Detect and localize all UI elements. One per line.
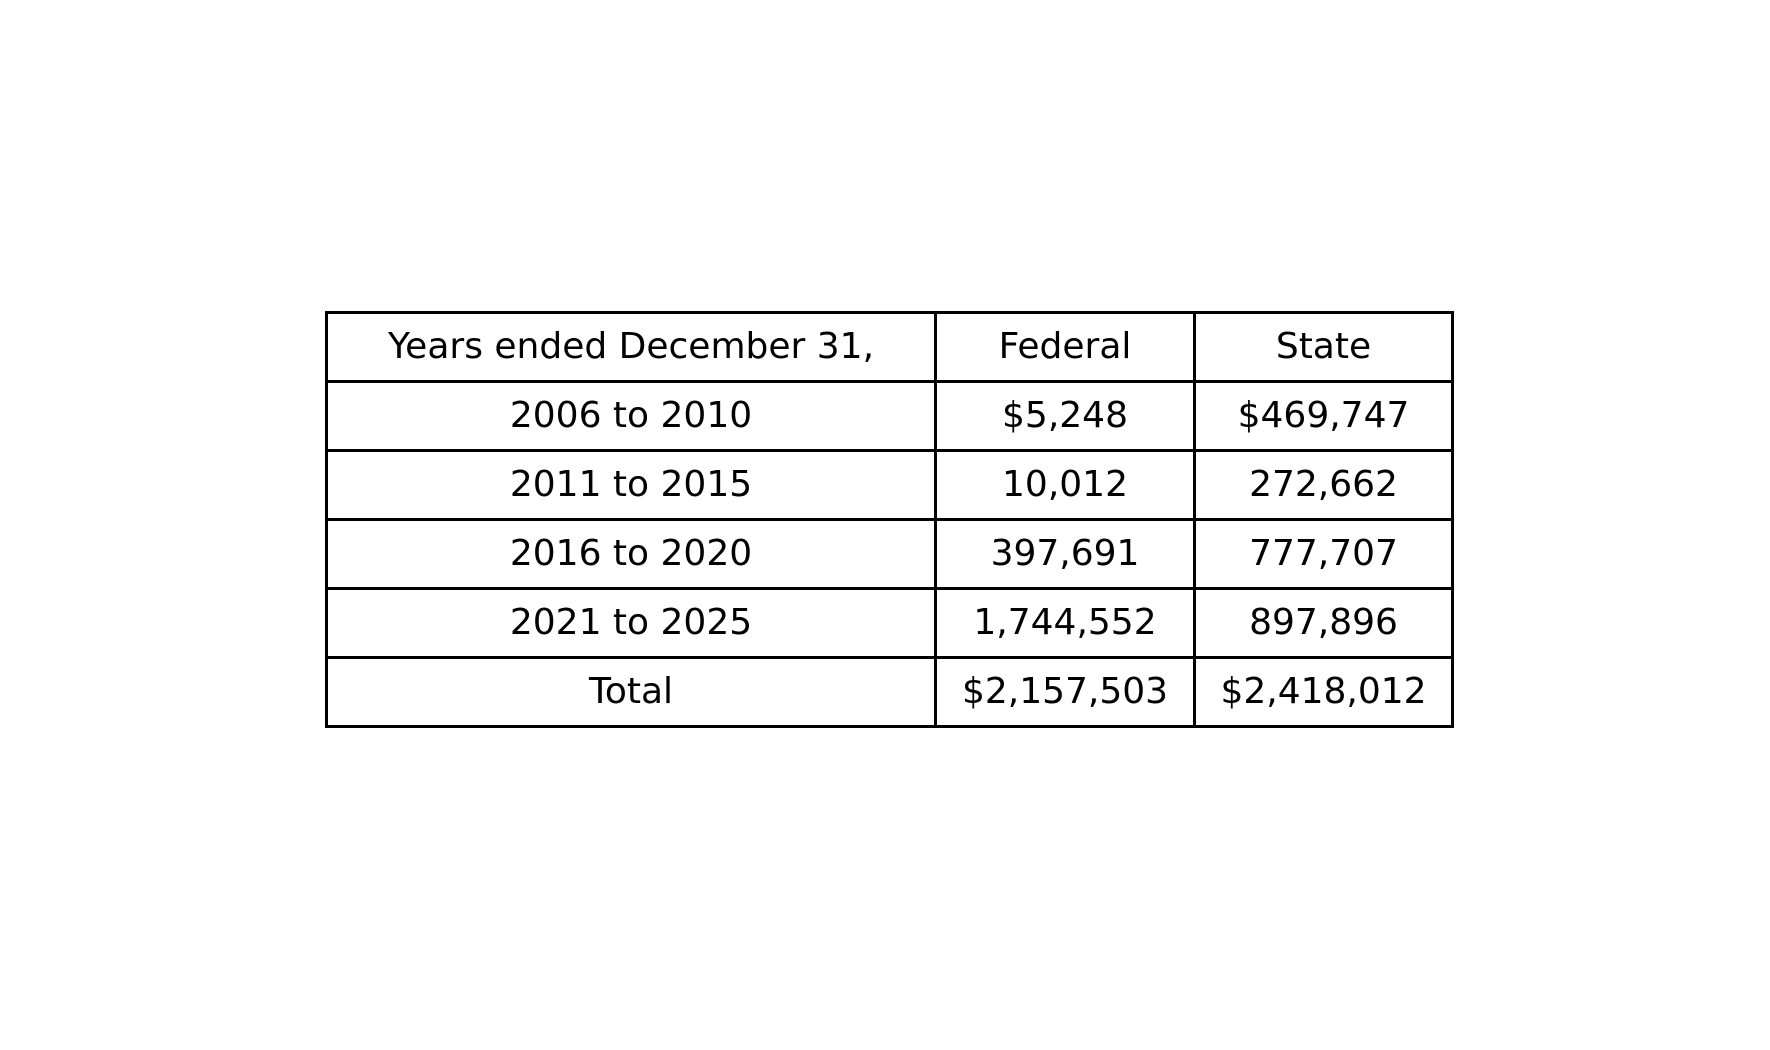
cell-total-federal: $2,157,503 <box>934 656 1196 728</box>
cell-period: 2011 to 2015 <box>325 449 937 521</box>
table-row: 2016 to 2020 397,691 777,707 <box>325 518 1454 590</box>
header-years: Years ended December 31, <box>325 311 937 383</box>
data-table-container: Years ended December 31, Federal State 2… <box>325 311 1454 728</box>
cell-total-state: $2,418,012 <box>1193 656 1454 728</box>
data-table: Years ended December 31, Federal State 2… <box>325 311 1454 728</box>
cell-federal: $5,248 <box>934 380 1196 452</box>
cell-state: $469,747 <box>1193 380 1454 452</box>
cell-period: 2016 to 2020 <box>325 518 937 590</box>
cell-total-label: Total <box>325 656 937 728</box>
header-state: State <box>1193 311 1454 383</box>
table-row: 2006 to 2010 $5,248 $469,747 <box>325 380 1454 452</box>
table-header-row: Years ended December 31, Federal State <box>325 311 1454 383</box>
cell-federal: 10,012 <box>934 449 1196 521</box>
cell-federal: 1,744,552 <box>934 587 1196 659</box>
cell-state: 272,662 <box>1193 449 1454 521</box>
cell-state: 897,896 <box>1193 587 1454 659</box>
cell-federal: 397,691 <box>934 518 1196 590</box>
table-row: 2011 to 2015 10,012 272,662 <box>325 449 1454 521</box>
header-federal: Federal <box>934 311 1196 383</box>
cell-period: 2021 to 2025 <box>325 587 937 659</box>
table-total-row: Total $2,157,503 $2,418,012 <box>325 656 1454 728</box>
table-row: 2021 to 2025 1,744,552 897,896 <box>325 587 1454 659</box>
cell-period: 2006 to 2010 <box>325 380 937 452</box>
cell-state: 777,707 <box>1193 518 1454 590</box>
